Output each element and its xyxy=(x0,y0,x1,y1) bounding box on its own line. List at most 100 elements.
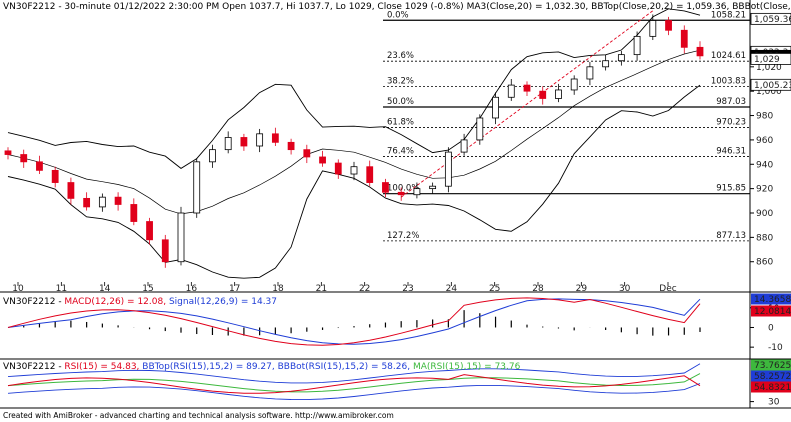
candle-body xyxy=(366,166,374,183)
moving-average-line xyxy=(7,49,701,215)
rsi-value-tag xyxy=(751,370,791,382)
candle-body xyxy=(256,133,264,147)
rsi-value-tag xyxy=(751,359,791,371)
fib-percent-label: 0.0% xyxy=(387,10,409,20)
macd-header-signal: Signal(12,26,9) = 14.37 xyxy=(169,297,277,307)
price-header-bbtop: BBTop(Close,20,2) = 1,059.36, xyxy=(591,2,729,12)
x-tick-label: 15 xyxy=(142,284,153,294)
fib-percent-label: 61.8% xyxy=(387,117,414,127)
price-axis: 1,020 1,000 980 960 940 920 900 880 860 xyxy=(750,63,782,268)
candle-body xyxy=(98,196,106,208)
x-tick-label: 21 xyxy=(316,284,327,294)
rsi-header-symbol: VN30F2212 xyxy=(3,362,55,372)
bollinger-bands xyxy=(7,8,701,279)
macd-header-macd: MACD(12,26) = 12.08, xyxy=(64,297,166,307)
footer-credit: Created with AmiBroker - advanced charti… xyxy=(3,411,394,420)
candle-body xyxy=(476,117,484,141)
candle-body xyxy=(444,151,452,187)
macd-plot xyxy=(7,297,701,346)
rsi-value-tag xyxy=(751,381,791,393)
fib-value-label: 915.85 xyxy=(716,184,746,194)
price-panel[interactable]: 0.0% 1058.21 23.6% 1024.61 38.2% 1003.83 50.0%… xyxy=(3,2,791,279)
candle-body xyxy=(570,78,578,91)
fib-percent-label: 127.2% xyxy=(387,231,419,241)
fib-value-label: 1058.21 xyxy=(711,10,746,20)
macd-value-tag-label: 12.0814 xyxy=(754,307,791,317)
fib-value-label: 1024.61 xyxy=(711,51,746,61)
candle-body xyxy=(303,149,311,158)
candle-body xyxy=(665,20,672,31)
price-tick-label: 1,000 xyxy=(756,87,782,97)
candle-body xyxy=(114,196,122,205)
rsi-value-tag-label: 73.7625 xyxy=(754,361,791,371)
candle-body xyxy=(224,137,232,151)
candle-body xyxy=(413,188,421,196)
price-header-symbol: VN30F2212 xyxy=(3,2,55,12)
fib-value-label: 1003.83 xyxy=(711,77,746,87)
x-tick-label: 29 xyxy=(576,284,588,294)
candle-body xyxy=(617,54,625,62)
candle-body xyxy=(460,139,468,153)
macd-tick-label: -10 xyxy=(768,343,783,353)
x-tick-label: 17 xyxy=(229,284,240,294)
candle-body xyxy=(177,212,185,263)
candle-body xyxy=(539,90,547,99)
candle-body xyxy=(602,60,610,68)
candle-body xyxy=(146,221,153,241)
candle-body xyxy=(67,182,75,199)
fib-value-label: 877.13 xyxy=(716,231,746,241)
price-tick-label: 880 xyxy=(756,233,773,243)
trend-line xyxy=(400,10,654,198)
candle-body xyxy=(4,150,12,155)
fibonacci-lines: 0.0% 1058.21 23.6% 1024.61 38.2% 1003.83 50.0%… xyxy=(383,10,750,242)
x-tick-label: 30 xyxy=(619,284,631,294)
bollinger-bottom-line xyxy=(7,84,701,279)
price-tick-label: 1,020 xyxy=(756,63,782,73)
fib-percent-label: 76.4% xyxy=(387,147,414,157)
candle-body xyxy=(492,96,499,119)
candle-body xyxy=(51,169,59,183)
candle-body xyxy=(523,84,531,92)
macd-signal-line xyxy=(7,298,701,345)
price-value-tag xyxy=(750,78,791,91)
price-header-ma: MA3(Close,20) = 1,032.30, xyxy=(467,2,589,12)
candle-body xyxy=(20,154,28,163)
price-header: VN30F2212 - 30-minute 01/12/2022 2:30:00… xyxy=(3,2,791,12)
rsi-value-tag-label: 58.2572 xyxy=(754,372,791,382)
macd-tick-label: 0 xyxy=(768,323,774,333)
panel-frames xyxy=(0,0,791,409)
fib-percent-label: 100.0% xyxy=(387,184,419,194)
candle-body xyxy=(193,161,201,214)
fib-value-label: 987.03 xyxy=(716,97,746,107)
price-value-tag xyxy=(750,53,791,65)
x-axis: 10 11 14 15 16 17 18 21 22 23 24 25 28 29 30 Dec xyxy=(12,282,677,294)
macd-value-tag xyxy=(751,293,791,305)
rsi-header-rsi: RSI(15) = 54.83, xyxy=(64,362,139,372)
rsi-tick-label: 30 xyxy=(768,398,780,408)
candle-body xyxy=(287,141,295,151)
x-tick-label: 16 xyxy=(186,284,198,294)
rsi-header-bbtop: BBTop(RSI(15),15,2) = 89.27, xyxy=(142,362,274,372)
candle-body xyxy=(507,84,515,98)
candle-body xyxy=(334,162,342,175)
rsi-header-bbbot: BBBot(RSI(15),15,2) = 58.26, xyxy=(278,362,410,372)
candle-body xyxy=(271,133,279,143)
price-tick-label: 920 xyxy=(756,185,773,195)
macd-value-tags: 14.3658 12.0814 xyxy=(751,293,791,317)
macd-value-tag-label: 14.3658 xyxy=(754,295,791,305)
price-tick-label: 860 xyxy=(756,258,773,268)
price-value-tag-label: 1,029 xyxy=(754,55,780,65)
price-header-datetime: 01/12/2022 2:30:00 PM xyxy=(114,2,219,12)
price-tick-label: 940 xyxy=(756,160,773,170)
rsi-header: VN30F2212 - RSI(15) = 54.83, BBTop(RSI(1… xyxy=(3,362,521,372)
candle-body xyxy=(83,197,91,208)
x-tick-label: 22 xyxy=(359,284,370,294)
x-tick-label: 11 xyxy=(56,284,67,294)
x-tick-label: 23 xyxy=(402,284,413,294)
x-tick-label: 25 xyxy=(489,284,500,294)
candle-body xyxy=(696,46,704,57)
fib-percent-label: 38.2% xyxy=(387,77,414,87)
